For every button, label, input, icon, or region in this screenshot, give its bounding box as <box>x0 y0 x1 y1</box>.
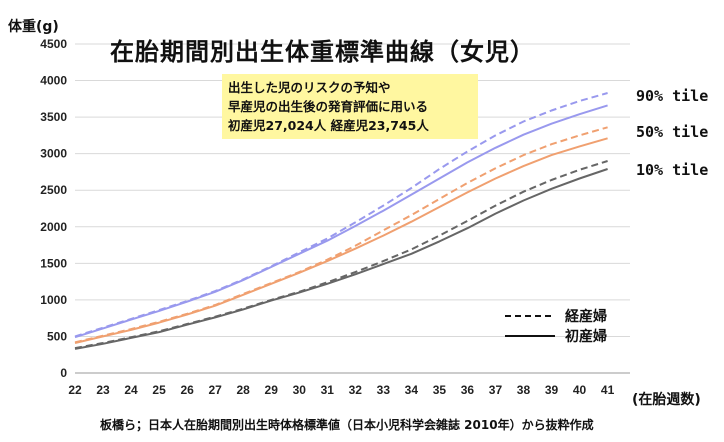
note-line-2: 早産児の出生後の発育評価に用いる <box>228 99 429 114</box>
y-tick-label: 4500 <box>40 37 67 51</box>
chart-title: 在胎期間別出生体重標準曲線（女児） <box>110 38 535 66</box>
y-tick-label: 4000 <box>40 74 67 88</box>
x-tick-label: 23 <box>96 383 110 397</box>
y-tick-label: 2500 <box>40 183 67 197</box>
x-tick-label: 24 <box>124 383 138 397</box>
x-tick-label: 30 <box>293 383 307 397</box>
series-line <box>74 104 608 339</box>
x-tick-label: 34 <box>405 383 419 397</box>
x-tick-label: 32 <box>349 383 363 397</box>
x-tick-label: 29 <box>265 383 279 397</box>
y-axis-ticks: 0 500 1000 1500 2000 2500 3000 3500 4000 4500 <box>40 37 67 380</box>
y-tick-label: 3500 <box>40 110 67 124</box>
percentile-label-10: 10% tile <box>636 161 709 179</box>
legend-solid-swatch <box>505 335 555 337</box>
y-tick-label: 1500 <box>40 256 67 270</box>
legend-dashed-label: 経産婦 <box>565 309 607 325</box>
x-tick-label: 41 <box>601 383 615 397</box>
legend-solid-label: 初産婦 <box>565 329 607 345</box>
x-tick-label: 35 <box>433 383 447 397</box>
legend-dashed: 経産婦 <box>505 306 607 326</box>
x-tick-label: 39 <box>545 383 559 397</box>
note-line-3: 初産児27,024人 経産児23,745人 <box>228 118 429 133</box>
series-line <box>74 137 608 344</box>
x-axis-label: (在胎週数) <box>632 392 701 408</box>
y-tick-label: 3000 <box>40 147 67 161</box>
y-tick-label: 0 <box>60 366 67 380</box>
source-note: 板橋ら；日本人在胎期間別出生時体格標準値（日本小児科学会雑誌 2010年）から抜… <box>100 418 594 432</box>
x-tick-label: 33 <box>377 383 391 397</box>
x-tick-label: 36 <box>461 383 475 397</box>
x-axis-ticks: 22 23 24 25 26 27 28 29 30 31 32 33 34 35 36 37 38 39 40 41 <box>68 383 614 397</box>
x-tick-label: 27 <box>208 383 222 397</box>
x-tick-label: 40 <box>573 383 587 397</box>
x-tick-label: 26 <box>180 383 194 397</box>
x-tick-label: 38 <box>517 383 531 397</box>
x-tick-label: 28 <box>237 383 251 397</box>
series-lines <box>74 92 608 350</box>
y-tick-label: 1000 <box>40 293 67 307</box>
x-tick-label: 37 <box>489 383 503 397</box>
note-line-1: 出生した児のリスクの予知や <box>228 80 391 95</box>
y-tick-label: 2000 <box>40 220 67 234</box>
legend-dashed-swatch <box>505 315 555 317</box>
x-tick-label: 22 <box>68 383 82 397</box>
series-line <box>74 168 608 350</box>
percentile-label-50: 50% tile <box>636 123 709 141</box>
y-axis-label: 体重(g) <box>8 19 59 35</box>
x-tick-label: 31 <box>321 383 335 397</box>
note-box: 出生した児のリスクの予知や 早産児の出生後の発育評価に用いる 初産児27,024… <box>222 74 478 139</box>
y-tick-label: 500 <box>47 329 67 343</box>
legend-solid: 初産婦 <box>505 326 607 346</box>
x-tick-label: 25 <box>152 383 166 397</box>
percentile-label-90: 90% tile <box>636 87 709 105</box>
